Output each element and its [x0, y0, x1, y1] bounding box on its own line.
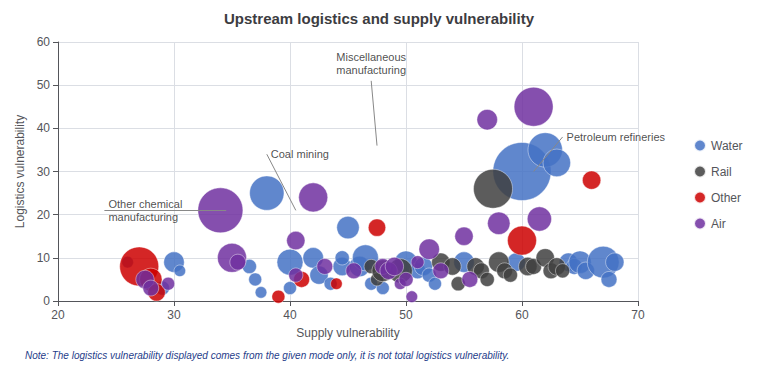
svg-text:50: 50: [399, 308, 413, 322]
svg-text:Coal mining: Coal mining: [271, 148, 329, 160]
svg-text:0: 0: [43, 294, 50, 308]
svg-text:40: 40: [37, 121, 51, 135]
svg-text:30: 30: [167, 308, 181, 322]
svg-text:Miscellaneous: Miscellaneous: [336, 51, 406, 63]
svg-text:Rail: Rail: [711, 165, 732, 179]
svg-text:60: 60: [515, 308, 529, 322]
svg-text:Other: Other: [711, 191, 741, 205]
svg-text:Supply vulnerability: Supply vulnerability: [296, 326, 399, 340]
svg-text:60: 60: [37, 35, 51, 49]
svg-text:manufacturing: manufacturing: [336, 64, 406, 76]
svg-text:Upstream logistics and supply: Upstream logistics and supply vulnerabil…: [224, 10, 535, 27]
svg-text:10: 10: [37, 251, 51, 265]
svg-text:Logistics vulnerability: Logistics vulnerability: [13, 115, 27, 228]
svg-text:Other chemical: Other chemical: [108, 198, 182, 210]
svg-text:30: 30: [37, 165, 51, 179]
svg-text:Note: The logistics vulnerabil: Note: The logistics vulnerability displa…: [25, 350, 509, 361]
svg-text:20: 20: [51, 308, 65, 322]
svg-text:Petroleum refineries: Petroleum refineries: [567, 131, 666, 143]
svg-text:Water: Water: [711, 139, 743, 153]
svg-text:70: 70: [631, 308, 645, 322]
svg-text:20: 20: [37, 208, 51, 222]
svg-text:50: 50: [37, 78, 51, 92]
svg-text:manufacturing: manufacturing: [108, 211, 178, 223]
svg-text:Air: Air: [711, 217, 726, 231]
svg-text:40: 40: [283, 308, 297, 322]
